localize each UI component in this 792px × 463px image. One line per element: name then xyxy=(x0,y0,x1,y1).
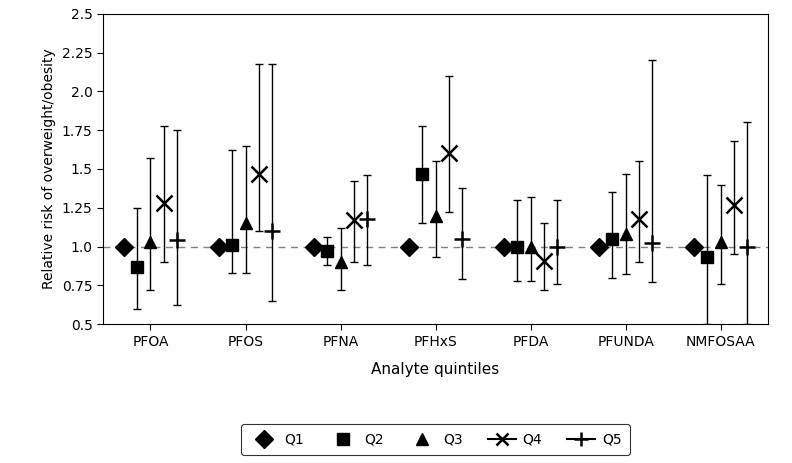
X-axis label: Analyte quintiles: Analyte quintiles xyxy=(371,363,500,377)
Y-axis label: Relative risk of overweight/obesity: Relative risk of overweight/obesity xyxy=(42,49,56,289)
Legend: Q1, Q2, Q3, Q4, Q5: Q1, Q2, Q3, Q4, Q5 xyxy=(242,424,630,455)
